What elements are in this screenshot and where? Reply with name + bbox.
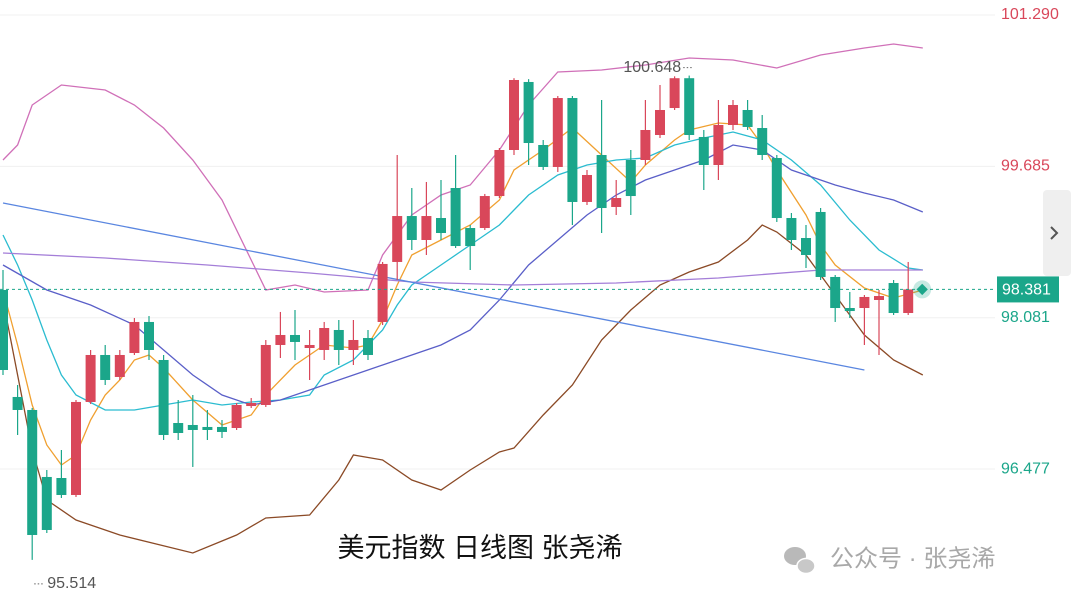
candle-body [684, 78, 695, 135]
candle-body [786, 218, 797, 240]
indicator-line [2, 252, 923, 286]
candle-body [158, 359, 169, 435]
candle-body [801, 238, 811, 255]
extreme-label: 100.648 [623, 59, 681, 76]
candle-body [757, 128, 768, 155]
candle-body [377, 263, 388, 322]
last-price-box [997, 276, 1059, 303]
indicator-line [2, 202, 865, 371]
candle-body [625, 159, 636, 197]
candle-body [333, 329, 344, 350]
candle-body [523, 81, 534, 144]
candle-body [465, 228, 476, 247]
candle-body [450, 188, 461, 247]
candle-body [260, 344, 271, 405]
candle-body [655, 109, 665, 135]
indicator-line [2, 122, 923, 466]
candle-body [815, 211, 826, 277]
candle-body [129, 321, 140, 354]
candle-body [479, 196, 490, 229]
candle-body [114, 354, 125, 377]
candle-body [538, 144, 549, 167]
candle-body [348, 339, 359, 350]
indicator-line [2, 224, 924, 554]
candle-body [640, 129, 651, 160]
candle-body [187, 424, 198, 430]
y-tick-label: 101.290 [1001, 6, 1059, 23]
candle-body [669, 78, 680, 109]
candle-body [56, 478, 67, 495]
candle-body [830, 276, 841, 309]
candle-body [406, 216, 417, 240]
extreme-label: 95.514 [47, 575, 96, 592]
candle-body [436, 218, 446, 234]
candle-body [275, 334, 286, 345]
candle-body [611, 198, 622, 207]
candle-body [771, 158, 782, 219]
y-tick-label: 96.477 [1001, 460, 1050, 477]
candle-body [494, 149, 505, 197]
candle-body [27, 409, 38, 535]
chevron-icon [1050, 226, 1059, 240]
account-label: 公众号 · 张尧浠 [830, 545, 995, 572]
candle-body [713, 124, 724, 165]
candle-body [71, 401, 81, 495]
candle-body [0, 289, 8, 370]
candle-body [859, 296, 870, 309]
candle-body [12, 396, 23, 410]
candle-body [888, 283, 899, 314]
candle-body [231, 404, 242, 429]
candle-body [217, 426, 227, 432]
candle-body [246, 403, 257, 407]
y-tick-label: 98.081 [1001, 309, 1050, 326]
candle-body [552, 98, 563, 167]
last-price-label: 98.381 [1002, 282, 1051, 299]
indicator-line [2, 131, 923, 411]
candle-body [903, 289, 914, 314]
candle-body [392, 216, 403, 262]
candle-body [567, 98, 578, 202]
candle-body [144, 321, 154, 350]
candle-body [85, 354, 96, 402]
candle-body [202, 426, 213, 430]
candle-body [304, 344, 315, 349]
last-price-marker [916, 283, 928, 296]
watermark-title: 美元指数 日线图 张尧浠 [337, 533, 622, 563]
wechat-icon [784, 547, 816, 575]
candle-body [596, 154, 607, 209]
y-tick-label: 99.685 [1001, 158, 1050, 175]
candle-body [319, 328, 330, 350]
candle-body [100, 354, 111, 380]
candle-body [582, 174, 592, 202]
candle-body [844, 308, 855, 312]
candle-body [509, 79, 519, 150]
candle-body [742, 109, 753, 127]
indicator-line [2, 144, 924, 406]
indicator-line [2, 43, 923, 293]
candle-body [173, 423, 184, 434]
candle-body [421, 216, 432, 240]
candle-body [728, 104, 738, 125]
candle-body [874, 296, 884, 300]
candle-body [41, 476, 52, 530]
candle-body [698, 136, 709, 165]
candle-body [290, 334, 300, 342]
candle-body [363, 338, 373, 355]
